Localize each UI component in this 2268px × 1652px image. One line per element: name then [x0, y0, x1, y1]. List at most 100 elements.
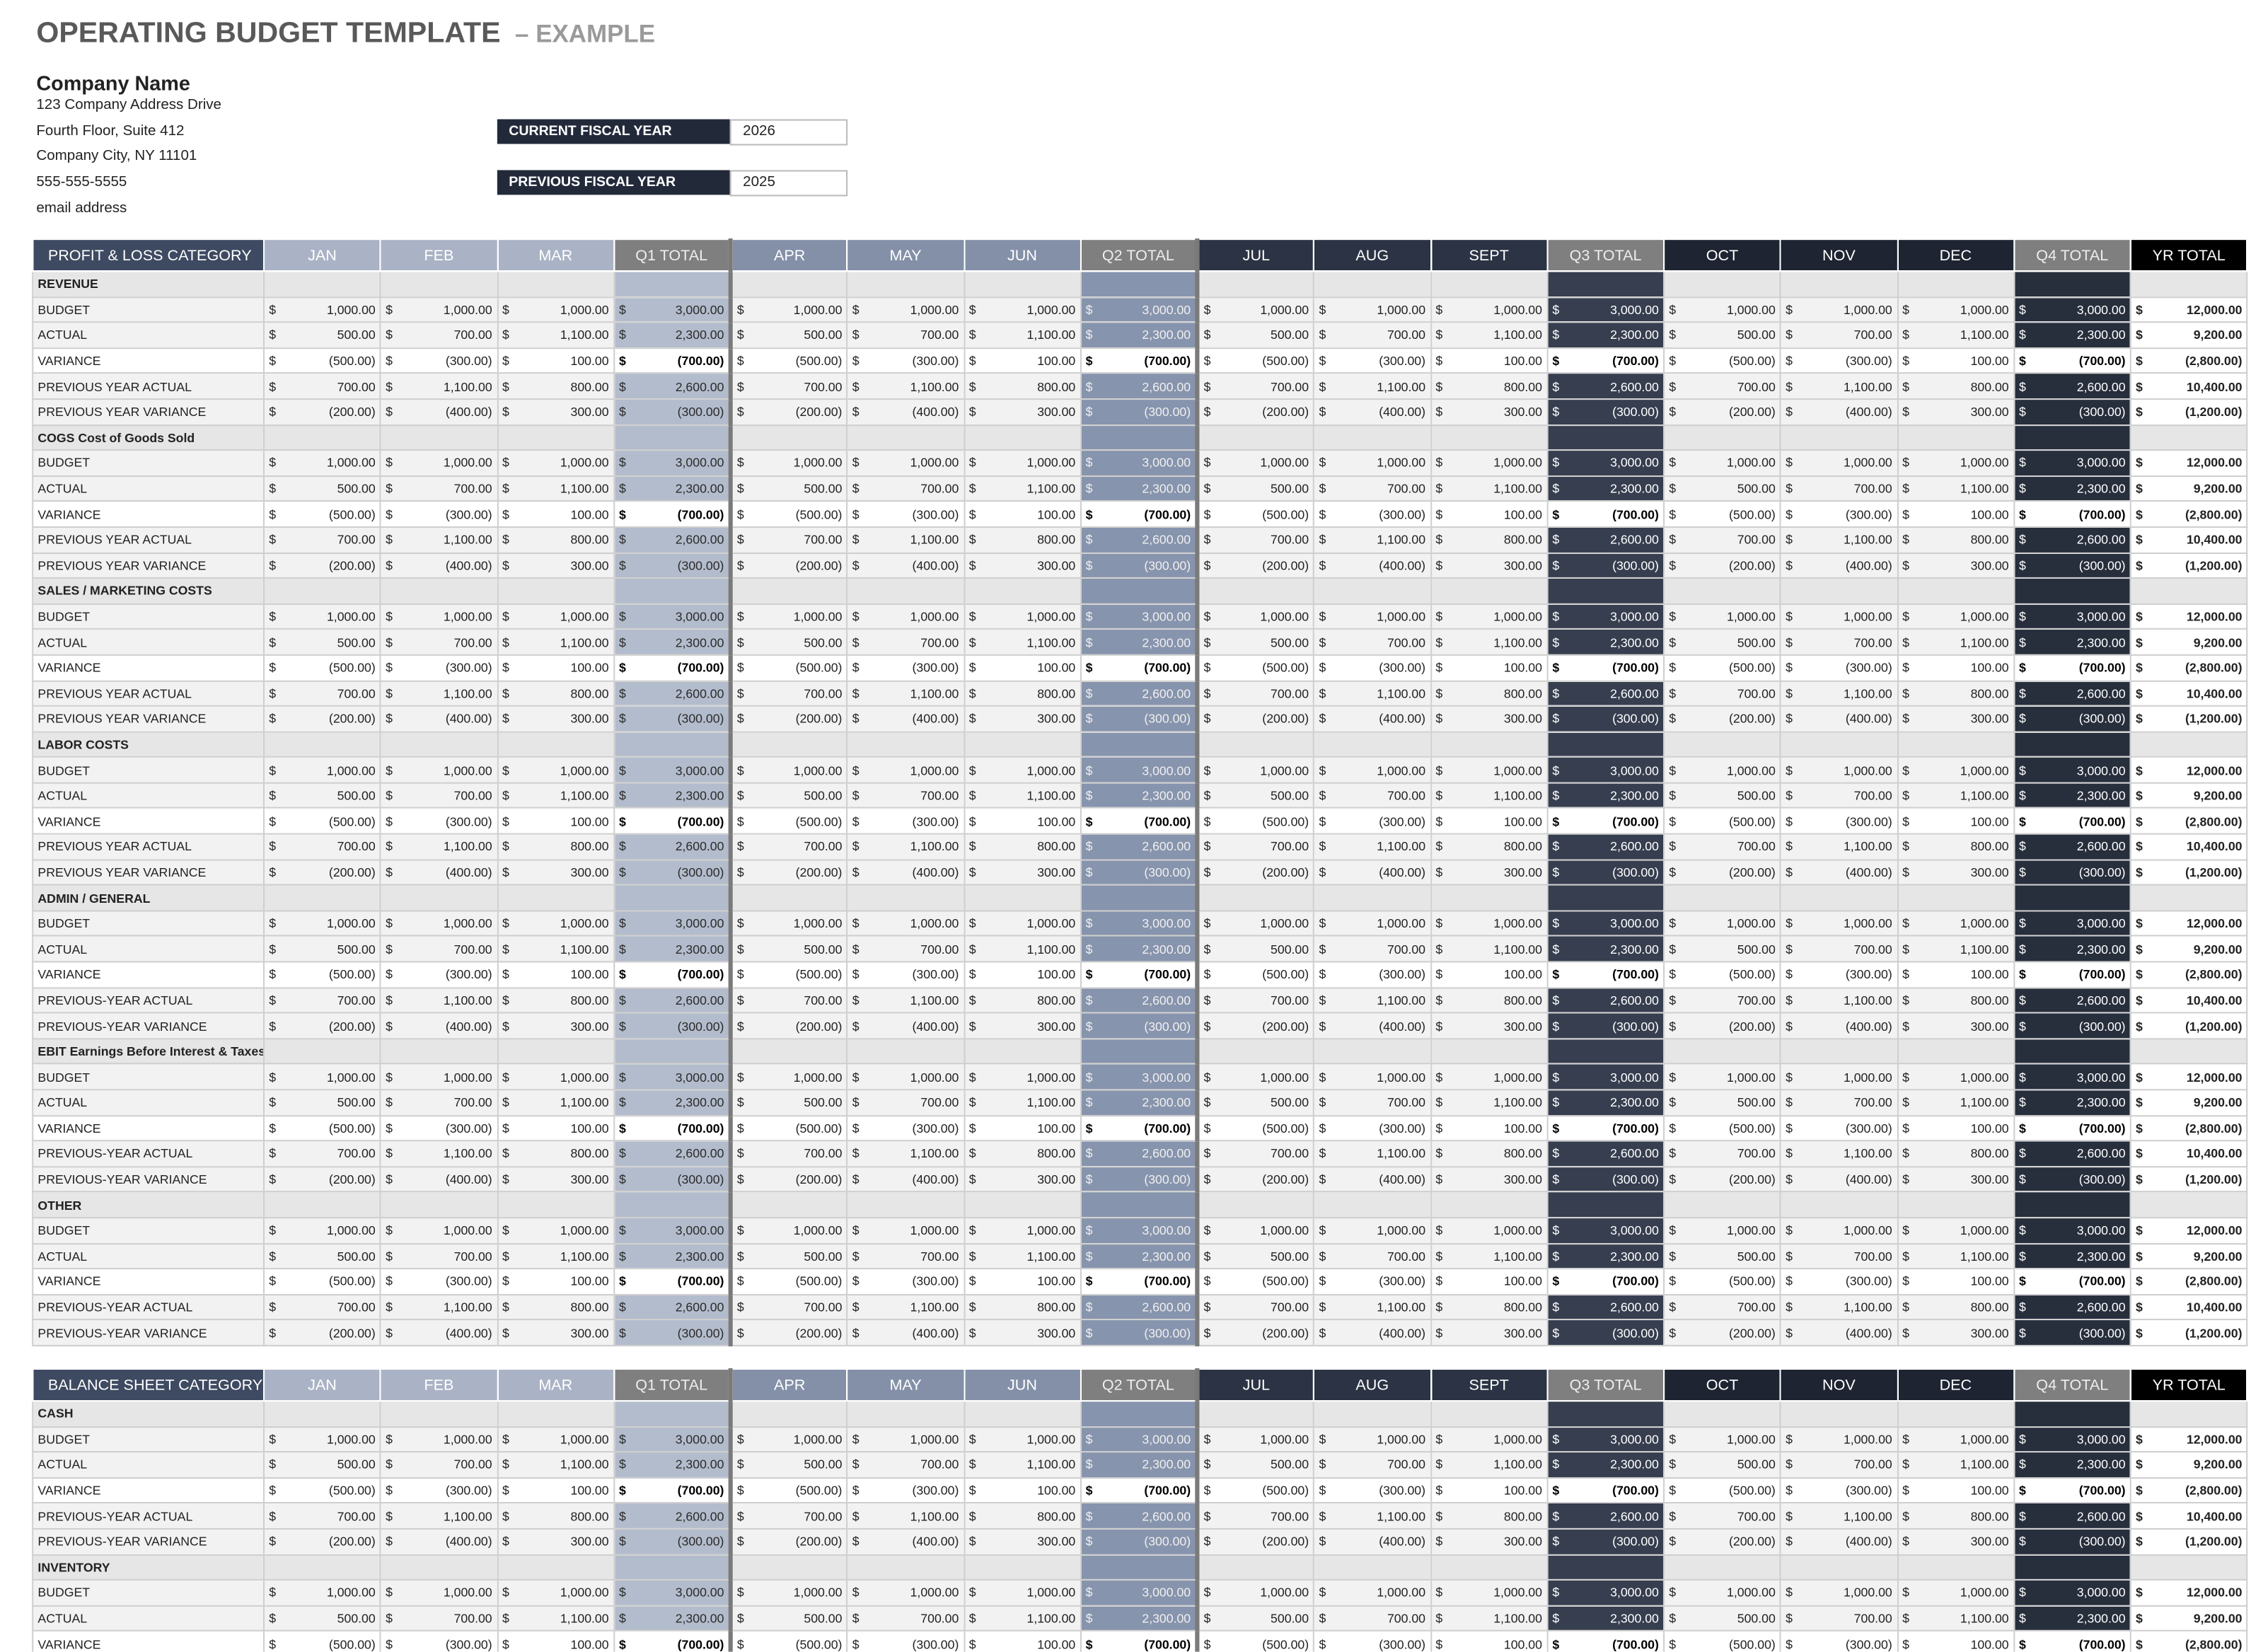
value-cell[interactable]: $ (700.00): [613, 1630, 733, 1652]
value-cell[interactable]: $1,000.00: [1663, 603, 1782, 630]
value-cell[interactable]: $ (300.00): [1313, 961, 1432, 988]
value-cell[interactable]: $1,000.00: [846, 296, 965, 323]
value-cell[interactable]: $2,300.00: [2013, 321, 2131, 349]
value-cell[interactable]: $1,000.00: [729, 756, 848, 784]
value-cell[interactable]: $500.00: [729, 1089, 848, 1116]
value-cell[interactable]: $2,600.00: [613, 1293, 733, 1321]
value-cell[interactable]: $300.00: [1430, 398, 1549, 426]
value-cell[interactable]: $300.00: [1430, 1165, 1549, 1193]
value-cell[interactable]: $ (300.00): [846, 1114, 965, 1142]
value-cell[interactable]: $3,000.00: [1080, 603, 1200, 630]
value-cell[interactable]: $1,000.00: [729, 449, 848, 477]
value-cell[interactable]: $800.00: [1430, 1140, 1549, 1167]
value-cell[interactable]: $700.00: [729, 1502, 848, 1530]
value-cell[interactable]: $700.00: [262, 1140, 381, 1167]
value-cell[interactable]: $ (500.00): [262, 347, 381, 374]
value-cell[interactable]: $1,000.00: [1779, 1063, 1898, 1091]
value-cell[interactable]: $ (200.00): [262, 398, 381, 426]
value-cell[interactable]: $ (700.00): [1080, 1268, 1200, 1295]
value-cell[interactable]: $ (400.00): [379, 1012, 498, 1039]
value-cell[interactable]: $1,000.00: [262, 1426, 381, 1453]
value-cell[interactable]: $100.00: [496, 654, 615, 681]
value-cell[interactable]: $700.00: [1313, 321, 1432, 349]
value-cell[interactable]: $ (300.00): [2013, 705, 2131, 733]
value-cell[interactable]: $1,000.00: [496, 1426, 615, 1453]
value-cell[interactable]: $1,100.00: [1313, 526, 1432, 554]
value-cell[interactable]: $1,000.00: [1430, 1426, 1549, 1453]
value-cell[interactable]: $2,300.00: [1080, 1089, 1200, 1116]
value-cell[interactable]: $ (300.00): [1313, 347, 1432, 374]
value-cell[interactable]: $1,000.00: [262, 756, 381, 784]
value-cell[interactable]: $ (500.00): [262, 807, 381, 835]
value-cell[interactable]: $ (700.00): [613, 347, 733, 374]
value-cell[interactable]: $800.00: [1896, 1140, 2015, 1167]
value-cell[interactable]: $1,000.00: [496, 603, 615, 630]
value-cell[interactable]: $3,000.00: [613, 1217, 733, 1244]
value-cell[interactable]: $2,600.00: [1080, 986, 1200, 1014]
value-cell[interactable]: $2,600.00: [1546, 986, 1665, 1014]
value-cell[interactable]: $12,000.00: [2129, 756, 2248, 784]
value-cell[interactable]: $ (200.00): [262, 1165, 381, 1193]
value-cell[interactable]: $1,000.00: [1430, 910, 1549, 937]
value-cell[interactable]: $700.00: [1313, 1451, 1432, 1479]
value-cell[interactable]: $1,000.00: [262, 296, 381, 323]
value-cell[interactable]: $500.00: [1663, 321, 1782, 349]
value-cell[interactable]: $700.00: [379, 628, 498, 656]
value-cell[interactable]: $ (400.00): [1313, 858, 1432, 886]
value-cell[interactable]: $9,200.00: [2129, 321, 2248, 349]
value-cell[interactable]: $2,600.00: [1080, 526, 1200, 554]
value-cell[interactable]: $1,000.00: [1196, 1579, 1315, 1607]
value-cell[interactable]: $800.00: [496, 986, 615, 1014]
value-cell[interactable]: $3,000.00: [613, 296, 733, 323]
value-cell[interactable]: $2,600.00: [1546, 372, 1665, 400]
value-cell[interactable]: $ (400.00): [379, 1165, 498, 1193]
value-cell[interactable]: $800.00: [963, 1293, 1082, 1321]
value-cell[interactable]: $ (300.00): [1546, 398, 1665, 426]
value-cell[interactable]: $2,600.00: [1546, 833, 1665, 860]
value-cell[interactable]: $700.00: [729, 679, 848, 707]
value-cell[interactable]: $700.00: [1313, 782, 1432, 809]
value-cell[interactable]: $100.00: [1430, 347, 1549, 374]
value-cell[interactable]: $ (300.00): [379, 1630, 498, 1652]
value-cell[interactable]: $ (400.00): [1313, 1527, 1432, 1556]
value-cell[interactable]: $ (1,200.00): [2129, 1012, 2248, 1039]
value-cell[interactable]: $ (300.00): [1546, 1319, 1665, 1346]
value-cell[interactable]: $800.00: [963, 986, 1082, 1014]
value-cell[interactable]: $ (400.00): [1779, 1012, 1898, 1039]
value-cell[interactable]: $700.00: [729, 1293, 848, 1321]
value-cell[interactable]: $9,200.00: [2129, 935, 2248, 963]
value-cell[interactable]: $300.00: [1430, 1319, 1549, 1346]
value-cell[interactable]: $100.00: [1430, 500, 1549, 528]
value-cell[interactable]: $2,600.00: [613, 679, 733, 707]
value-cell[interactable]: $10,400.00: [2129, 833, 2248, 860]
value-cell[interactable]: $ (2,800.00): [2129, 1114, 2248, 1142]
value-cell[interactable]: $ (400.00): [1779, 1165, 1898, 1193]
value-cell[interactable]: $700.00: [379, 935, 498, 963]
value-cell[interactable]: $ (500.00): [729, 961, 848, 988]
value-cell[interactable]: $2,300.00: [1080, 935, 1200, 963]
value-cell[interactable]: $800.00: [496, 833, 615, 860]
value-cell[interactable]: $1,000.00: [1896, 1579, 2015, 1607]
value-cell[interactable]: $700.00: [262, 679, 381, 707]
value-cell[interactable]: $10,400.00: [2129, 372, 2248, 400]
value-cell[interactable]: $2,300.00: [1546, 628, 1665, 656]
value-cell[interactable]: $ (700.00): [1546, 500, 1665, 528]
value-cell[interactable]: $700.00: [1313, 475, 1432, 502]
value-cell[interactable]: $1,100.00: [1430, 628, 1549, 656]
value-cell[interactable]: $ (500.00): [1663, 807, 1782, 835]
value-cell[interactable]: $ (500.00): [1663, 961, 1782, 988]
value-cell[interactable]: $800.00: [1430, 372, 1549, 400]
value-cell[interactable]: $1,100.00: [1430, 782, 1549, 809]
value-cell[interactable]: $1,000.00: [963, 756, 1082, 784]
value-cell[interactable]: $ (300.00): [613, 858, 733, 886]
value-cell[interactable]: $ (500.00): [729, 500, 848, 528]
value-cell[interactable]: $ (300.00): [613, 1319, 733, 1346]
value-cell[interactable]: $1,100.00: [1779, 1140, 1898, 1167]
value-cell[interactable]: $1,000.00: [1196, 910, 1315, 937]
value-cell[interactable]: $ (700.00): [613, 1477, 733, 1504]
value-cell[interactable]: $1,100.00: [496, 1089, 615, 1116]
value-cell[interactable]: $ (300.00): [1080, 1165, 1200, 1193]
value-cell[interactable]: $ (400.00): [1313, 705, 1432, 733]
value-cell[interactable]: $ (300.00): [613, 551, 733, 579]
value-cell[interactable]: $300.00: [496, 551, 615, 579]
